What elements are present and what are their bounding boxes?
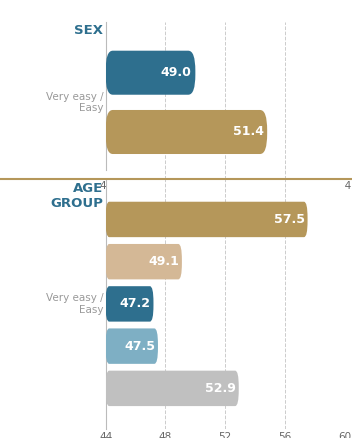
FancyBboxPatch shape [106, 244, 182, 279]
Text: 49.0: 49.0 [161, 66, 192, 79]
Text: 57.5: 57.5 [274, 213, 304, 226]
FancyBboxPatch shape [106, 328, 158, 364]
Legend: Women, Men: Women, Men [176, 249, 275, 259]
FancyBboxPatch shape [106, 286, 153, 321]
Text: Very easy /
Easy: Very easy / Easy [45, 293, 103, 315]
Text: Very easy /
Easy: Very easy / Easy [45, 92, 103, 113]
FancyBboxPatch shape [106, 51, 195, 95]
Text: 52.9: 52.9 [205, 382, 236, 395]
Text: 47.5: 47.5 [124, 339, 155, 353]
Text: 47.2: 47.2 [119, 297, 151, 311]
Text: SEX: SEX [74, 25, 103, 37]
Text: 49.1: 49.1 [148, 255, 179, 268]
FancyBboxPatch shape [106, 110, 267, 154]
FancyBboxPatch shape [106, 371, 239, 406]
FancyBboxPatch shape [106, 202, 308, 237]
Text: AGE
GROUP: AGE GROUP [50, 182, 103, 210]
Text: 51.4: 51.4 [233, 126, 264, 138]
